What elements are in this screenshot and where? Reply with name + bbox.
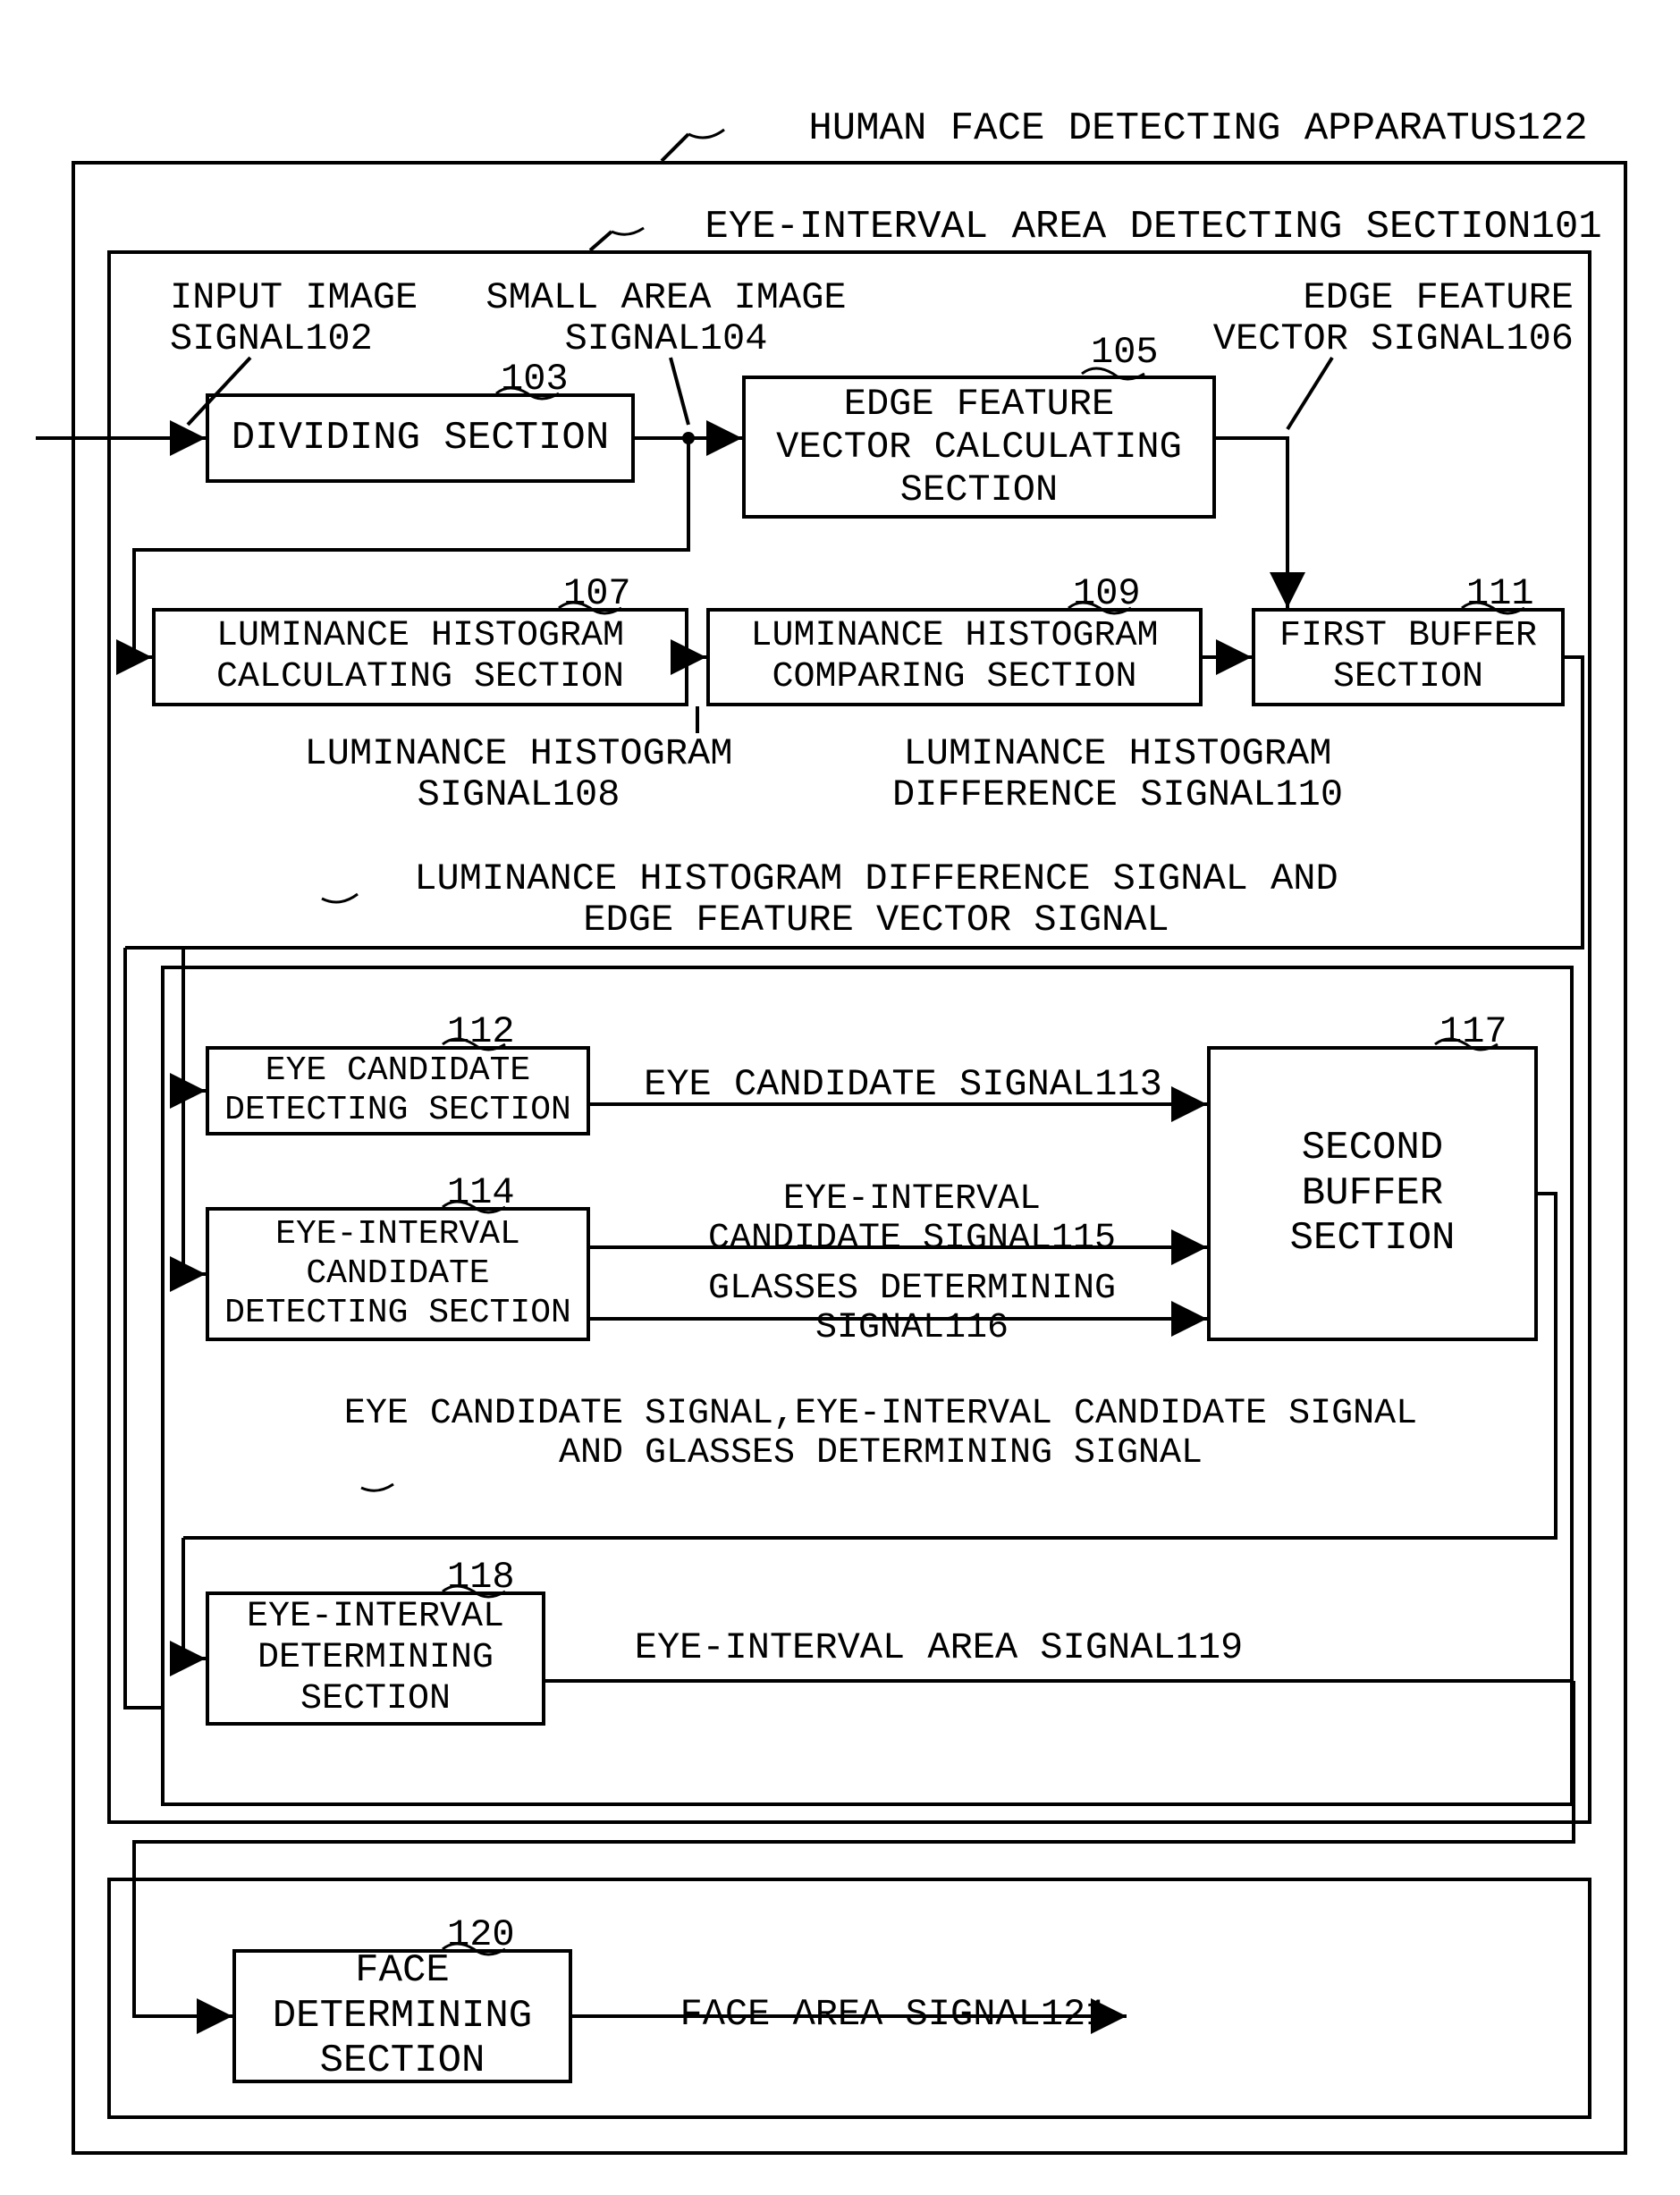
ref-105: 105: [1091, 331, 1159, 374]
luminance-histogram-signal-label: LUMINANCE HISTOGRAMSIGNAL108: [268, 733, 769, 815]
ref-112: 112: [447, 1010, 515, 1053]
apparatus-title: HUMAN FACE DETECTING APPARATUS122: [742, 107, 1654, 150]
edge-feature-box: EDGE FEATUREVECTOR CALCULATINGSECTION: [742, 376, 1216, 519]
first-buffer-label: FIRST BUFFERSECTION: [1279, 616, 1537, 698]
ref-117: 117: [1439, 1010, 1507, 1053]
eye-interval-area-signal-label: EYE-INTERVAL AREA SIGNAL119: [617, 1627, 1261, 1668]
small-area-label: SMALL AREA IMAGESIGNAL104: [474, 277, 858, 359]
eye-interval-determining-box: EYE-INTERVALDETERMININGSECTION: [206, 1591, 545, 1726]
face-area-signal-label: FACE AREA SIGNAL121: [644, 1994, 1144, 2035]
eye-candidate-label: EYE CANDIDATEDETECTING SECTION: [224, 1051, 571, 1129]
face-determining-label: FACEDETERMININGSECTION: [273, 1948, 532, 2084]
luminance-histogram-compare-label: LUMINANCE HISTOGRAMCOMPARING SECTION: [750, 616, 1158, 698]
dividing-section-label: DIVIDING SECTION: [232, 416, 609, 461]
edge-feature-label: EDGE FEATUREVECTOR CALCULATINGSECTION: [776, 383, 1182, 512]
face-determining-box: FACEDETERMININGSECTION: [232, 1949, 572, 2083]
ref-114: 114: [447, 1171, 515, 1214]
three-signals-label: EYE CANDIDATE SIGNAL,EYE-INTERVAL CANDID…: [277, 1395, 1484, 1473]
second-buffer-label: SECONDBUFFERSECTION: [1290, 1126, 1456, 1262]
first-buffer-box: FIRST BUFFERSECTION: [1252, 608, 1565, 706]
ref-118: 118: [447, 1556, 515, 1599]
ref-120: 120: [447, 1913, 515, 1956]
dividing-section-box: DIVIDING SECTION: [206, 393, 635, 483]
eye-interval-candidate-box: EYE-INTERVALCANDIDATEDETECTING SECTION: [206, 1207, 590, 1341]
ref-103: 103: [501, 358, 569, 401]
glasses-signal-label: GLASSES DETERMININGSIGNAL116: [662, 1270, 1162, 1348]
luminance-histogram-diff-label: LUMINANCE HISTOGRAMDIFFERENCE SIGNAL110: [849, 733, 1386, 815]
luminance-histogram-calc-label: LUMINANCE HISTOGRAMCALCULATING SECTION: [216, 616, 624, 698]
eye-section-title: EYE-INTERVAL AREA DETECTING SECTION101: [662, 206, 1645, 249]
luminance-histogram-compare-box: LUMINANCE HISTOGRAMCOMPARING SECTION: [706, 608, 1203, 706]
second-buffer-box: SECONDBUFFERSECTION: [1207, 1046, 1538, 1341]
ref-109: 109: [1073, 572, 1141, 615]
luminance-histogram-calc-box: LUMINANCE HISTOGRAMCALCULATING SECTION: [152, 608, 688, 706]
eye-candidate-signal-label: EYE CANDIDATE SIGNAL113: [626, 1064, 1180, 1105]
ref-111: 111: [1466, 572, 1534, 615]
eye-interval-candidate-signal-label: EYE-INTERVALCANDIDATE SIGNAL115: [662, 1180, 1162, 1259]
input-image-label: INPUT IMAGESIGNAL102: [170, 277, 465, 359]
combined-signal-label: LUMINANCE HISTOGRAM DIFFERENCE SIGNAL AN…: [376, 858, 1377, 941]
edge-feature-signal-label: EDGE FEATUREVECTOR SIGNAL106: [1189, 277, 1574, 359]
eye-interval-candidate-label: EYE-INTERVALCANDIDATEDETECTING SECTION: [224, 1215, 571, 1332]
eye-candidate-box: EYE CANDIDATEDETECTING SECTION: [206, 1046, 590, 1135]
eye-interval-determining-label: EYE-INTERVALDETERMININGSECTION: [247, 1597, 504, 1720]
ref-107: 107: [563, 572, 631, 615]
